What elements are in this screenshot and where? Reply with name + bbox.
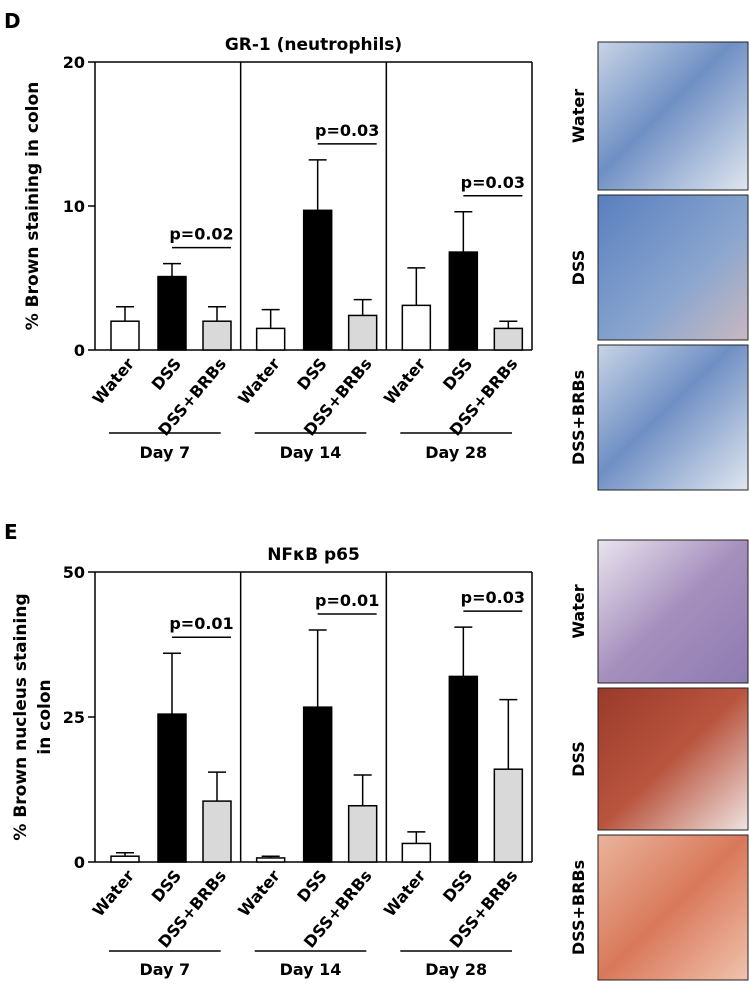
bar [202,800,232,863]
bar [157,275,187,351]
y-tick-label: 50 [63,563,85,582]
p-value: p=0.03 [461,588,525,607]
bar [255,857,286,863]
bar [110,855,140,863]
micrograph [597,539,749,684]
micrograph [597,41,749,191]
p-value: p=0.03 [461,173,525,192]
bar [493,327,524,351]
chart-title: GR-1 (neutrophils) [225,35,402,55]
x-tick-label: DSS [439,354,476,393]
panel-label: D [4,9,21,33]
p-value: p=0.01 [315,591,379,610]
group-label: Day 7 [139,960,190,979]
bar [448,675,479,863]
group-label: Day 14 [280,443,342,462]
bar [448,251,479,351]
y-tick-label: 10 [63,197,85,216]
bar [493,768,524,863]
bar [255,327,286,351]
micrograph [597,344,749,491]
y-tick-label: 0 [74,341,85,360]
image-label: DSS+BRBs [569,370,588,465]
image-label: Water [569,89,588,143]
group-label: Day 14 [280,960,342,979]
p-value: p=0.02 [169,225,233,244]
image-label: DSS [569,250,588,286]
bar [347,314,378,351]
p-value: p=0.03 [315,121,379,140]
y-tick-label: 25 [63,708,85,727]
image-label: DSS+BRBs [569,860,588,955]
x-tick-label: Water [89,866,139,920]
y-axis-label: in colon [35,679,55,754]
micrograph [597,194,749,341]
x-tick-label: Water [380,866,430,920]
group-label: Day 28 [425,960,487,979]
bar [202,320,232,351]
x-tick-label: DSS [148,354,185,393]
x-tick-label: DSS [148,866,185,905]
x-tick-label: Water [234,866,284,920]
y-tick-label: 0 [74,853,85,872]
image-label: Water [569,584,588,638]
micrographs [597,41,749,981]
x-tick-label: Water [234,354,284,408]
y-axis-label: % Brown nucleus staining [11,593,31,840]
x-tick-label: Water [89,354,139,408]
x-tick-label: Water [380,354,430,408]
y-tick-label: 20 [63,53,85,72]
micrograph [597,687,749,831]
bar [302,209,333,351]
x-tick-label: DSS [293,354,330,393]
bar [110,320,140,351]
image-label: DSS [569,741,588,777]
group-label: Day 7 [139,443,190,462]
bar [157,713,187,863]
bar [347,804,378,863]
bar [401,842,432,863]
bar [401,304,432,351]
bar [302,706,333,863]
x-tick-label: DSS [293,866,330,905]
micrograph [597,834,749,981]
group-label: Day 28 [425,443,487,462]
p-value: p=0.01 [169,614,233,633]
y-axis-label: % Brown staining in colon [23,82,43,331]
panel-label: E [4,520,18,544]
x-tick-label: DSS [439,866,476,905]
chart-title: NFκB p65 [267,545,360,565]
